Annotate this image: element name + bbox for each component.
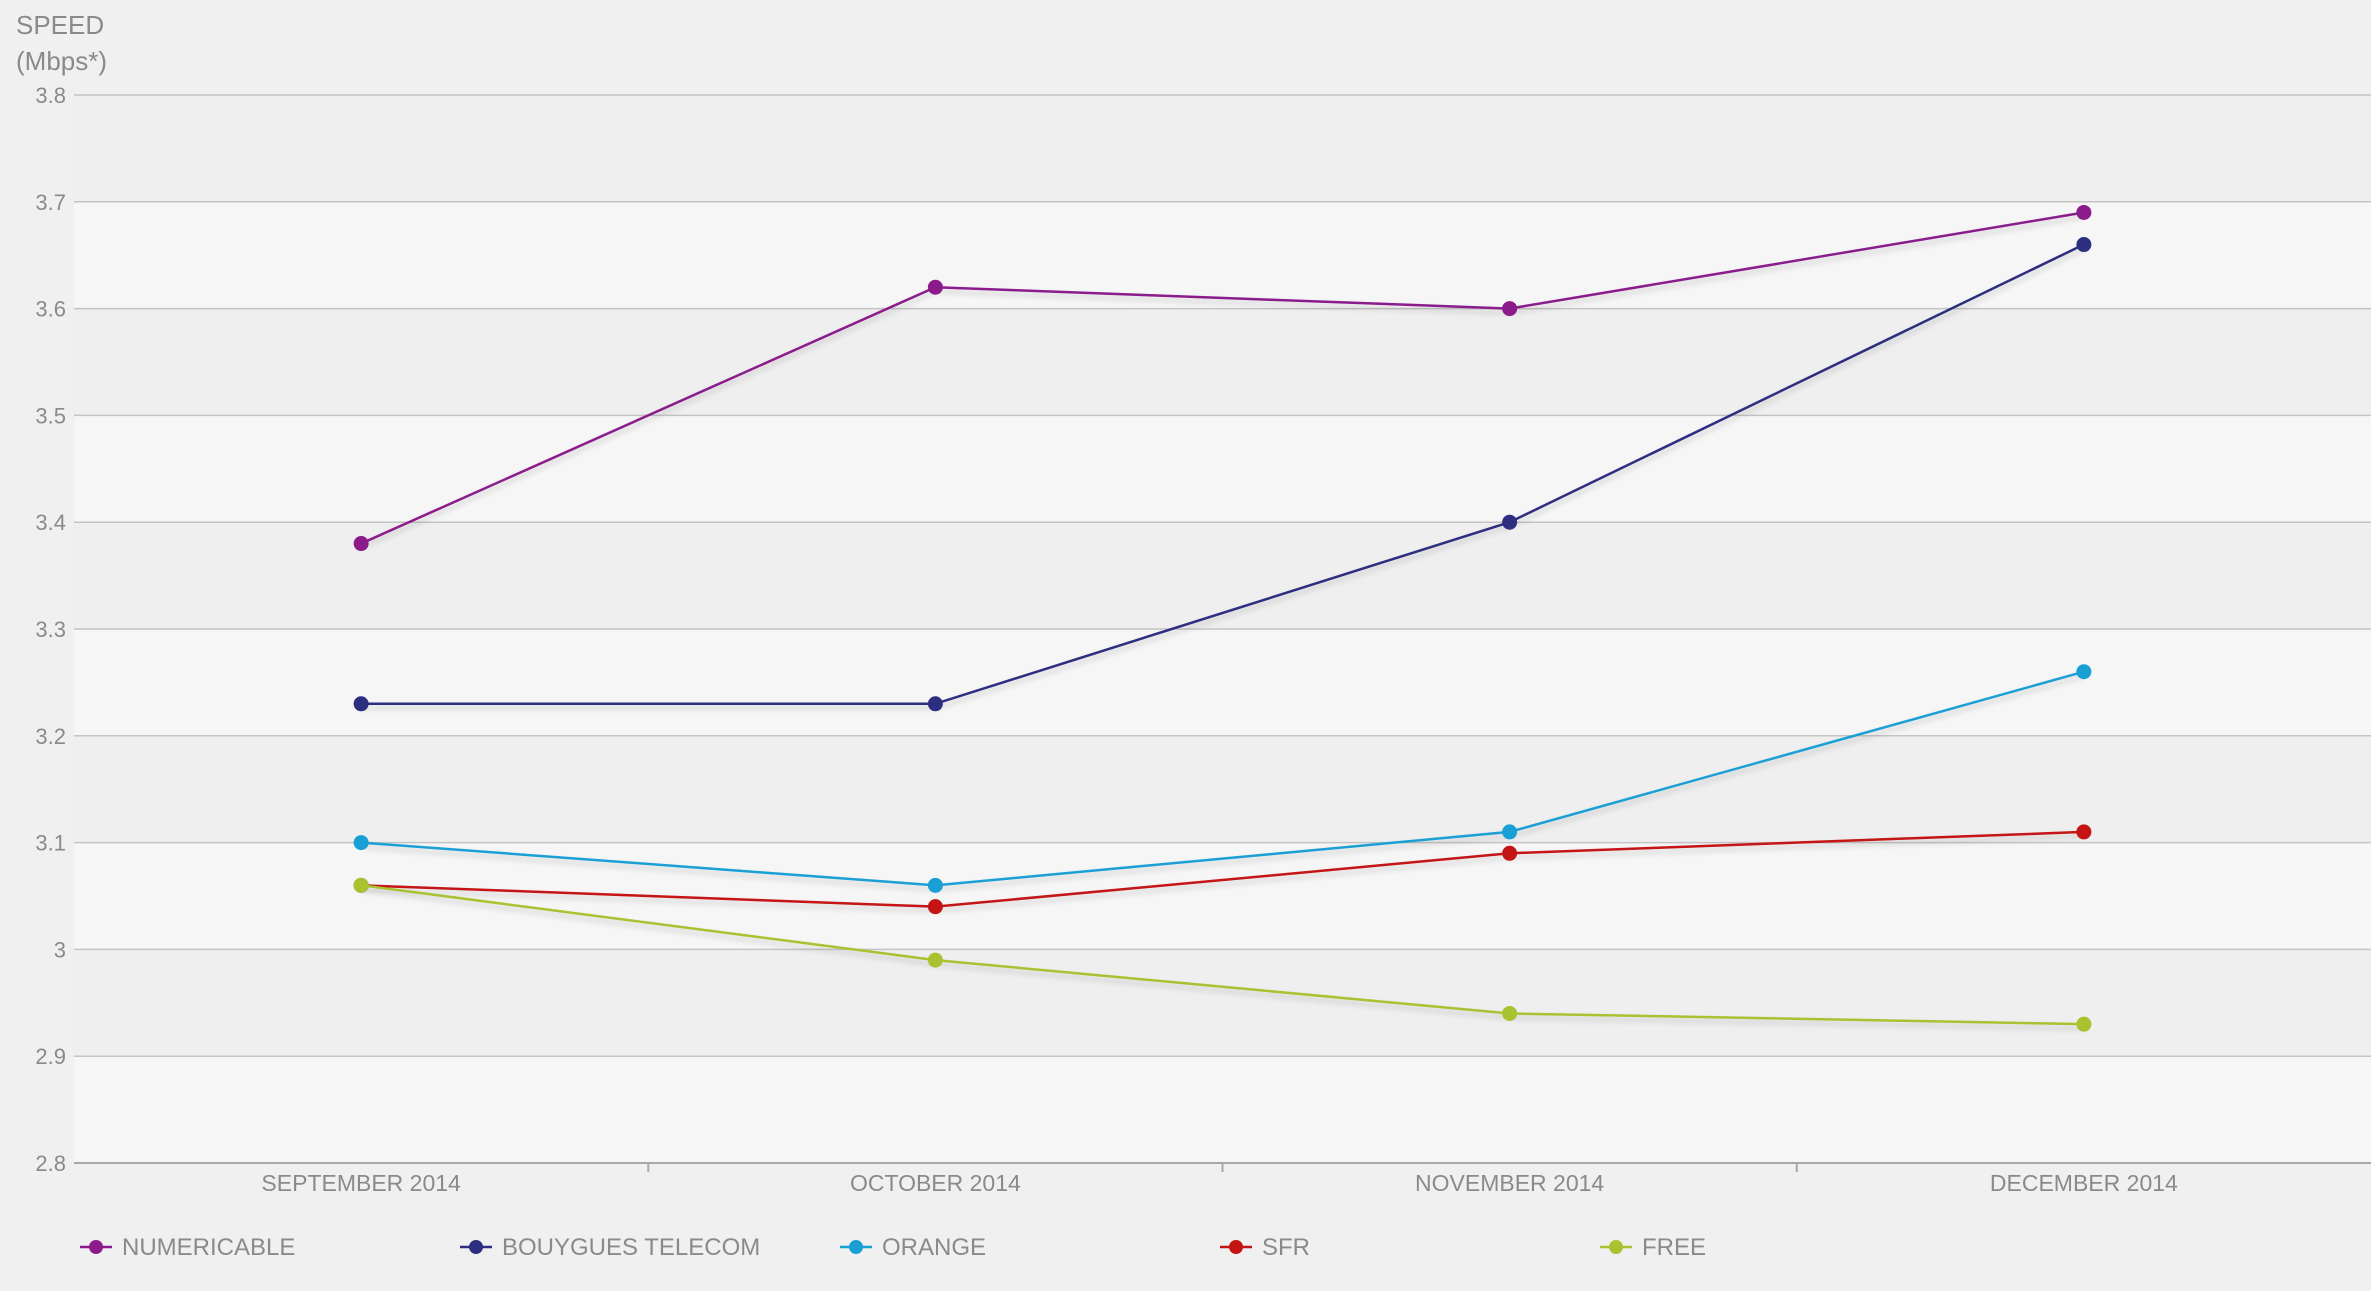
legend-label: BOUYGUES TELECOM	[502, 1234, 760, 1261]
legend-marker	[849, 1240, 863, 1254]
legend-label: FREE	[1642, 1234, 1706, 1261]
series-sfr	[353, 824, 2092, 915]
series-line	[360, 211, 2085, 545]
x-tick-label: OCTOBER 2014	[850, 1170, 1021, 1196]
data-point[interactable]	[2076, 204, 2092, 220]
data-point[interactable]	[1502, 514, 1518, 530]
data-point[interactable]	[1502, 845, 1518, 861]
data-point[interactable]	[353, 696, 369, 712]
grid-band	[74, 735, 2371, 843]
y-axis-label-line-1: SPEED	[16, 10, 104, 40]
series-line	[360, 884, 2084, 1026]
grid-band	[74, 629, 2371, 736]
legend-label: SFR	[1262, 1234, 1310, 1261]
legend-item[interactable]: ORANGE	[840, 1234, 986, 1261]
data-point[interactable]	[353, 536, 369, 552]
y-tick-label: 2.8	[35, 1151, 66, 1176]
y-tick-label: 3.6	[35, 297, 66, 322]
data-point[interactable]	[927, 696, 943, 712]
data-point[interactable]	[353, 877, 369, 893]
grid-band	[74, 522, 2371, 629]
grid-band	[74, 1056, 2371, 1163]
y-axis-label: SPEED (Mbps*)	[16, 10, 107, 76]
data-point[interactable]	[2076, 1016, 2092, 1032]
data-point[interactable]	[927, 279, 943, 295]
data-point[interactable]	[927, 877, 943, 893]
series-lines	[353, 204, 2092, 1032]
legend-marker	[89, 1240, 103, 1254]
y-tick-label: 3.4	[35, 510, 66, 535]
y-tick-label: 3.2	[35, 724, 66, 749]
grid-bands	[74, 95, 2371, 1163]
series-free	[353, 877, 2092, 1032]
data-point[interactable]	[927, 952, 943, 968]
axes: SEPTEMBER 2014 OCTOBER 2014 NOVEMBER 2014 D…	[74, 1162, 2371, 1196]
legend-label: NUMERICABLE	[122, 1234, 295, 1261]
y-tick-label: 3.7	[35, 190, 66, 215]
legend-marker	[469, 1240, 483, 1254]
legend-item[interactable]: FREE	[1600, 1234, 1706, 1261]
data-point[interactable]	[2076, 237, 2092, 253]
grid-band	[74, 415, 2371, 523]
legend-marker	[1609, 1240, 1623, 1254]
grid-band	[74, 95, 2371, 202]
x-tick-label: SEPTEMBER 2014	[261, 1170, 461, 1196]
grid-band	[74, 308, 2371, 416]
grid-band	[74, 949, 2371, 1057]
series-line	[361, 830, 2084, 908]
data-point[interactable]	[2076, 664, 2092, 680]
data-point[interactable]	[1502, 824, 1518, 840]
data-point[interactable]	[927, 899, 943, 915]
y-axis-label-line-2: (Mbps*)	[16, 46, 107, 76]
data-point[interactable]	[353, 835, 369, 851]
series-line	[361, 243, 2085, 706]
x-tick-label: NOVEMBER 2014	[1415, 1170, 1604, 1196]
data-point[interactable]	[1502, 301, 1518, 317]
y-tick-label: 3	[54, 937, 66, 962]
y-tick-label: 3.1	[35, 831, 66, 856]
legend-item[interactable]: SFR	[1220, 1234, 1310, 1261]
data-point[interactable]	[2076, 824, 2092, 840]
grid-band	[74, 842, 2371, 950]
x-tick-label: DECEMBER 2014	[1990, 1170, 2178, 1196]
series-numericable	[353, 204, 2092, 552]
data-point[interactable]	[1502, 1005, 1518, 1021]
series-line	[361, 670, 2085, 887]
legend-item[interactable]: NUMERICABLE	[80, 1234, 295, 1261]
grid-band	[74, 201, 2371, 309]
legend: NUMERICABLE BOUYGUES TELECOM ORANGE SFR FREE	[80, 1234, 1706, 1261]
y-tick-label: 3.8	[35, 83, 66, 108]
legend-marker	[1229, 1240, 1243, 1254]
legend-item[interactable]: BOUYGUES TELECOM	[460, 1234, 760, 1261]
series-bouygues-telecom	[353, 237, 2092, 712]
y-tick-label: 3.3	[35, 617, 66, 642]
y-tick-label: 2.9	[35, 1044, 66, 1069]
y-tick-label: 3.5	[35, 403, 66, 428]
series-orange	[353, 664, 2092, 893]
legend-label: ORANGE	[882, 1234, 986, 1261]
